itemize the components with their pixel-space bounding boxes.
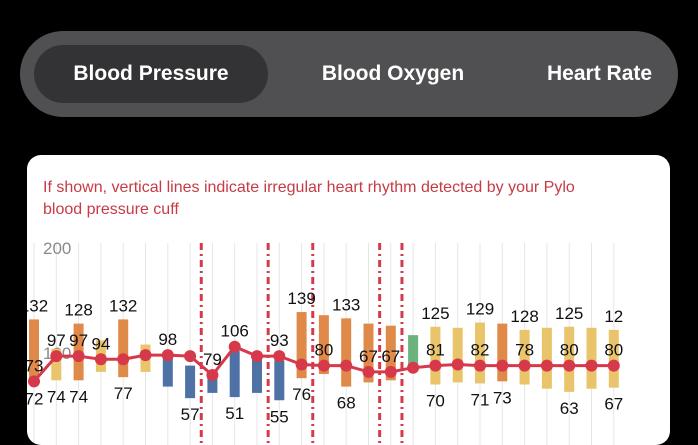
bp-bar xyxy=(274,360,285,401)
pulse-point xyxy=(228,340,241,353)
metric-tab-bar: Blood Pressure Blood Oxygen Heart Rate xyxy=(20,31,678,117)
pulse-point xyxy=(362,365,375,378)
pulse-label: 98 xyxy=(158,330,177,349)
diastolic-label: 57 xyxy=(181,405,200,424)
bp-bar xyxy=(408,335,419,367)
pulse-point xyxy=(50,350,63,363)
bp-bar xyxy=(564,326,575,392)
bp-bar xyxy=(608,329,619,388)
bp-bar xyxy=(296,312,307,379)
systolic-label: 132 xyxy=(27,296,48,315)
bp-bar xyxy=(252,357,262,393)
pulse-point xyxy=(540,359,553,372)
pulse-label: 94 xyxy=(91,334,110,353)
pulse-point xyxy=(563,359,576,372)
pulse-label: 97 xyxy=(69,331,88,350)
bp-bar xyxy=(497,323,508,382)
systolic-label: 125 xyxy=(421,304,449,323)
bp-bar xyxy=(118,319,129,378)
pulse-point xyxy=(72,350,85,363)
pulse-point xyxy=(474,359,486,372)
bp-bar xyxy=(51,348,62,381)
tab-blood-pressure[interactable]: Blood Pressure xyxy=(34,45,268,103)
diastolic-label: 68 xyxy=(337,394,356,413)
blood-pressure-chart[interactable]: 2001001327273749712874979413277985779511… xyxy=(27,155,670,445)
bp-bar xyxy=(452,327,463,383)
bp-bar xyxy=(29,319,39,383)
systolic-label: 129 xyxy=(466,300,494,319)
pulse-point xyxy=(407,361,420,374)
irregular-rhythm-notice: If shown, vertical lines indicate irregu… xyxy=(43,179,575,218)
tab-blood-oxygen[interactable]: Blood Oxygen xyxy=(321,62,465,85)
pulse-label: 93 xyxy=(270,331,289,350)
pulse-point xyxy=(295,358,308,371)
bp-bar xyxy=(229,350,240,398)
diastolic-label: 73 xyxy=(493,388,512,407)
bp-bar xyxy=(363,323,374,383)
pulse-label: 82 xyxy=(471,341,490,360)
bp-bar xyxy=(541,327,552,389)
bp-bar xyxy=(586,327,597,389)
systolic-label: 128 xyxy=(64,301,92,320)
pulse-label: 80 xyxy=(604,341,623,360)
systolic-label: 133 xyxy=(332,295,360,314)
pulse-label: 97 xyxy=(47,331,66,350)
diastolic-label: 51 xyxy=(225,404,244,423)
pulse-label: 78 xyxy=(515,341,534,360)
pulse-point xyxy=(585,359,598,372)
bp-bar xyxy=(162,355,173,387)
pulse-label: 67 xyxy=(381,347,400,366)
bp-bar xyxy=(430,326,441,385)
diastolic-label: 55 xyxy=(270,407,289,426)
pulse-point xyxy=(28,375,40,388)
diastolic-label: 77 xyxy=(114,384,133,403)
systolic-label: 139 xyxy=(287,289,315,308)
blood-pressure-chart-card: If shown, vertical lines indicate irregu… xyxy=(27,155,670,445)
diastolic-label: 76 xyxy=(292,385,311,404)
systolic-label: 132 xyxy=(109,296,137,315)
bp-bar xyxy=(385,325,396,381)
pulse-point xyxy=(94,353,107,366)
diastolic-label: 71 xyxy=(471,390,490,409)
pulse-point xyxy=(340,359,353,372)
pulse-point xyxy=(117,353,130,366)
pulse-label: 73 xyxy=(27,356,43,375)
pulse-point xyxy=(251,350,263,363)
pulse-label: 67 xyxy=(359,347,378,366)
pulse-point xyxy=(139,349,152,362)
pulse-point xyxy=(429,359,442,372)
pulse-point xyxy=(161,349,174,362)
tab-heart-rate[interactable]: Heart Rate xyxy=(547,62,653,85)
systolic-label: 128 xyxy=(510,307,538,326)
diastolic-label: 74 xyxy=(69,387,88,406)
pulse-point xyxy=(206,369,219,382)
bp-bar xyxy=(207,374,218,393)
systolic-label: 12 xyxy=(604,307,623,326)
bp-bar xyxy=(519,329,530,385)
pulse-label: 80 xyxy=(314,341,333,360)
diastolic-label: 74 xyxy=(47,387,66,406)
pulse-point xyxy=(451,358,464,371)
pulse-label: 79 xyxy=(203,350,222,369)
pulse-point xyxy=(496,359,509,372)
bp-bar xyxy=(475,322,485,384)
pulse-point xyxy=(184,350,197,363)
pulse-point xyxy=(273,350,286,363)
diastolic-label: 70 xyxy=(426,392,445,411)
diastolic-label: 72 xyxy=(27,389,43,408)
bp-bar xyxy=(318,315,329,374)
systolic-label: 125 xyxy=(555,304,583,323)
pulse-label: 80 xyxy=(560,341,579,360)
pulse-point xyxy=(518,359,531,372)
diastolic-label: 67 xyxy=(604,395,623,414)
diastolic-label: 63 xyxy=(560,399,579,418)
bp-bar xyxy=(185,365,196,399)
pulse-label: 81 xyxy=(426,341,445,360)
pulse-point xyxy=(317,359,330,372)
pulse-point xyxy=(384,365,397,378)
pulse-label: 106 xyxy=(221,322,249,341)
y-tick-label: 200 xyxy=(43,239,71,258)
pulse-point xyxy=(607,359,620,372)
bp-bar xyxy=(341,318,352,387)
